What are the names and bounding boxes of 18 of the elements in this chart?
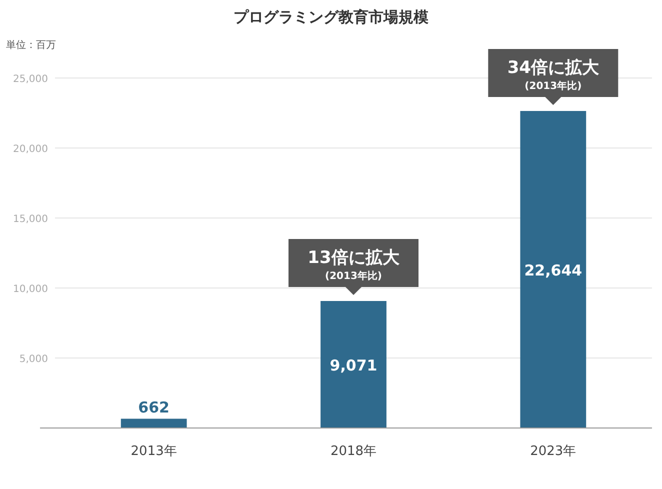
y-tick-label: 15,000 — [13, 214, 48, 225]
annotation: 34倍に拡大 (2013年比) — [507, 58, 600, 92]
x-tick-label: 2023年 — [530, 444, 576, 459]
x-tick-label: 2013年 — [130, 444, 177, 459]
y-tick-label: 20,000 — [13, 144, 48, 155]
bar — [120, 418, 187, 428]
bar — [520, 110, 586, 428]
data-label: 9,071 — [330, 356, 378, 375]
y-axis-title: 単位：百万 — [6, 39, 56, 51]
data-label: 662 — [138, 398, 170, 417]
x-tick-label: 2018年 — [330, 444, 377, 459]
y-tick-label: 10,000 — [13, 284, 48, 295]
y-tick-label: 25,000 — [13, 74, 48, 85]
data-label: 22,644 — [524, 261, 582, 280]
chart-title: プログラミング教育市場規模 — [234, 8, 430, 26]
bar — [320, 301, 386, 428]
annotation: 13倍に拡大 (2013年比) — [308, 248, 400, 282]
y-tick-label: 5,000 — [19, 354, 48, 365]
